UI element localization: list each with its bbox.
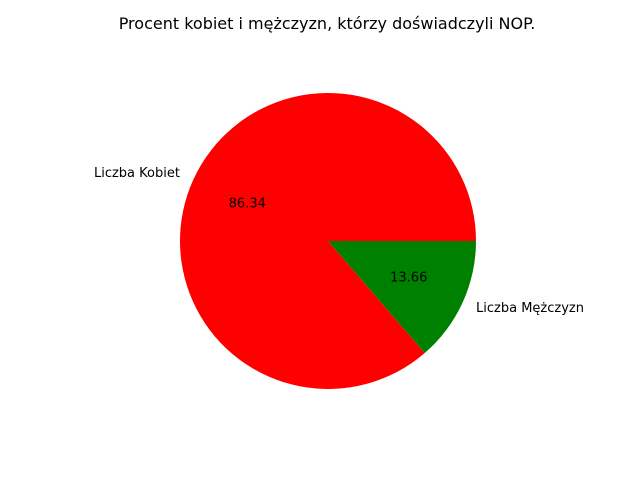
pie-slice-0 [179,93,476,390]
slice-label-1: Liczba Mężczyzn [476,301,584,316]
slice-value-label-1: 13.66 [390,270,427,285]
pie-slices [179,93,476,390]
slice-value-label-0: 86.34 [229,197,266,212]
pie-labels: Liczba Kobiet 86.34 Liczba Mężczyzn 13.66 [94,166,584,316]
chart-title: Procent kobiet i mężczyzn, którzy doświa… [119,14,536,33]
pie-slice-1 [328,241,476,353]
slice-label-0: Liczba Kobiet [94,166,180,181]
